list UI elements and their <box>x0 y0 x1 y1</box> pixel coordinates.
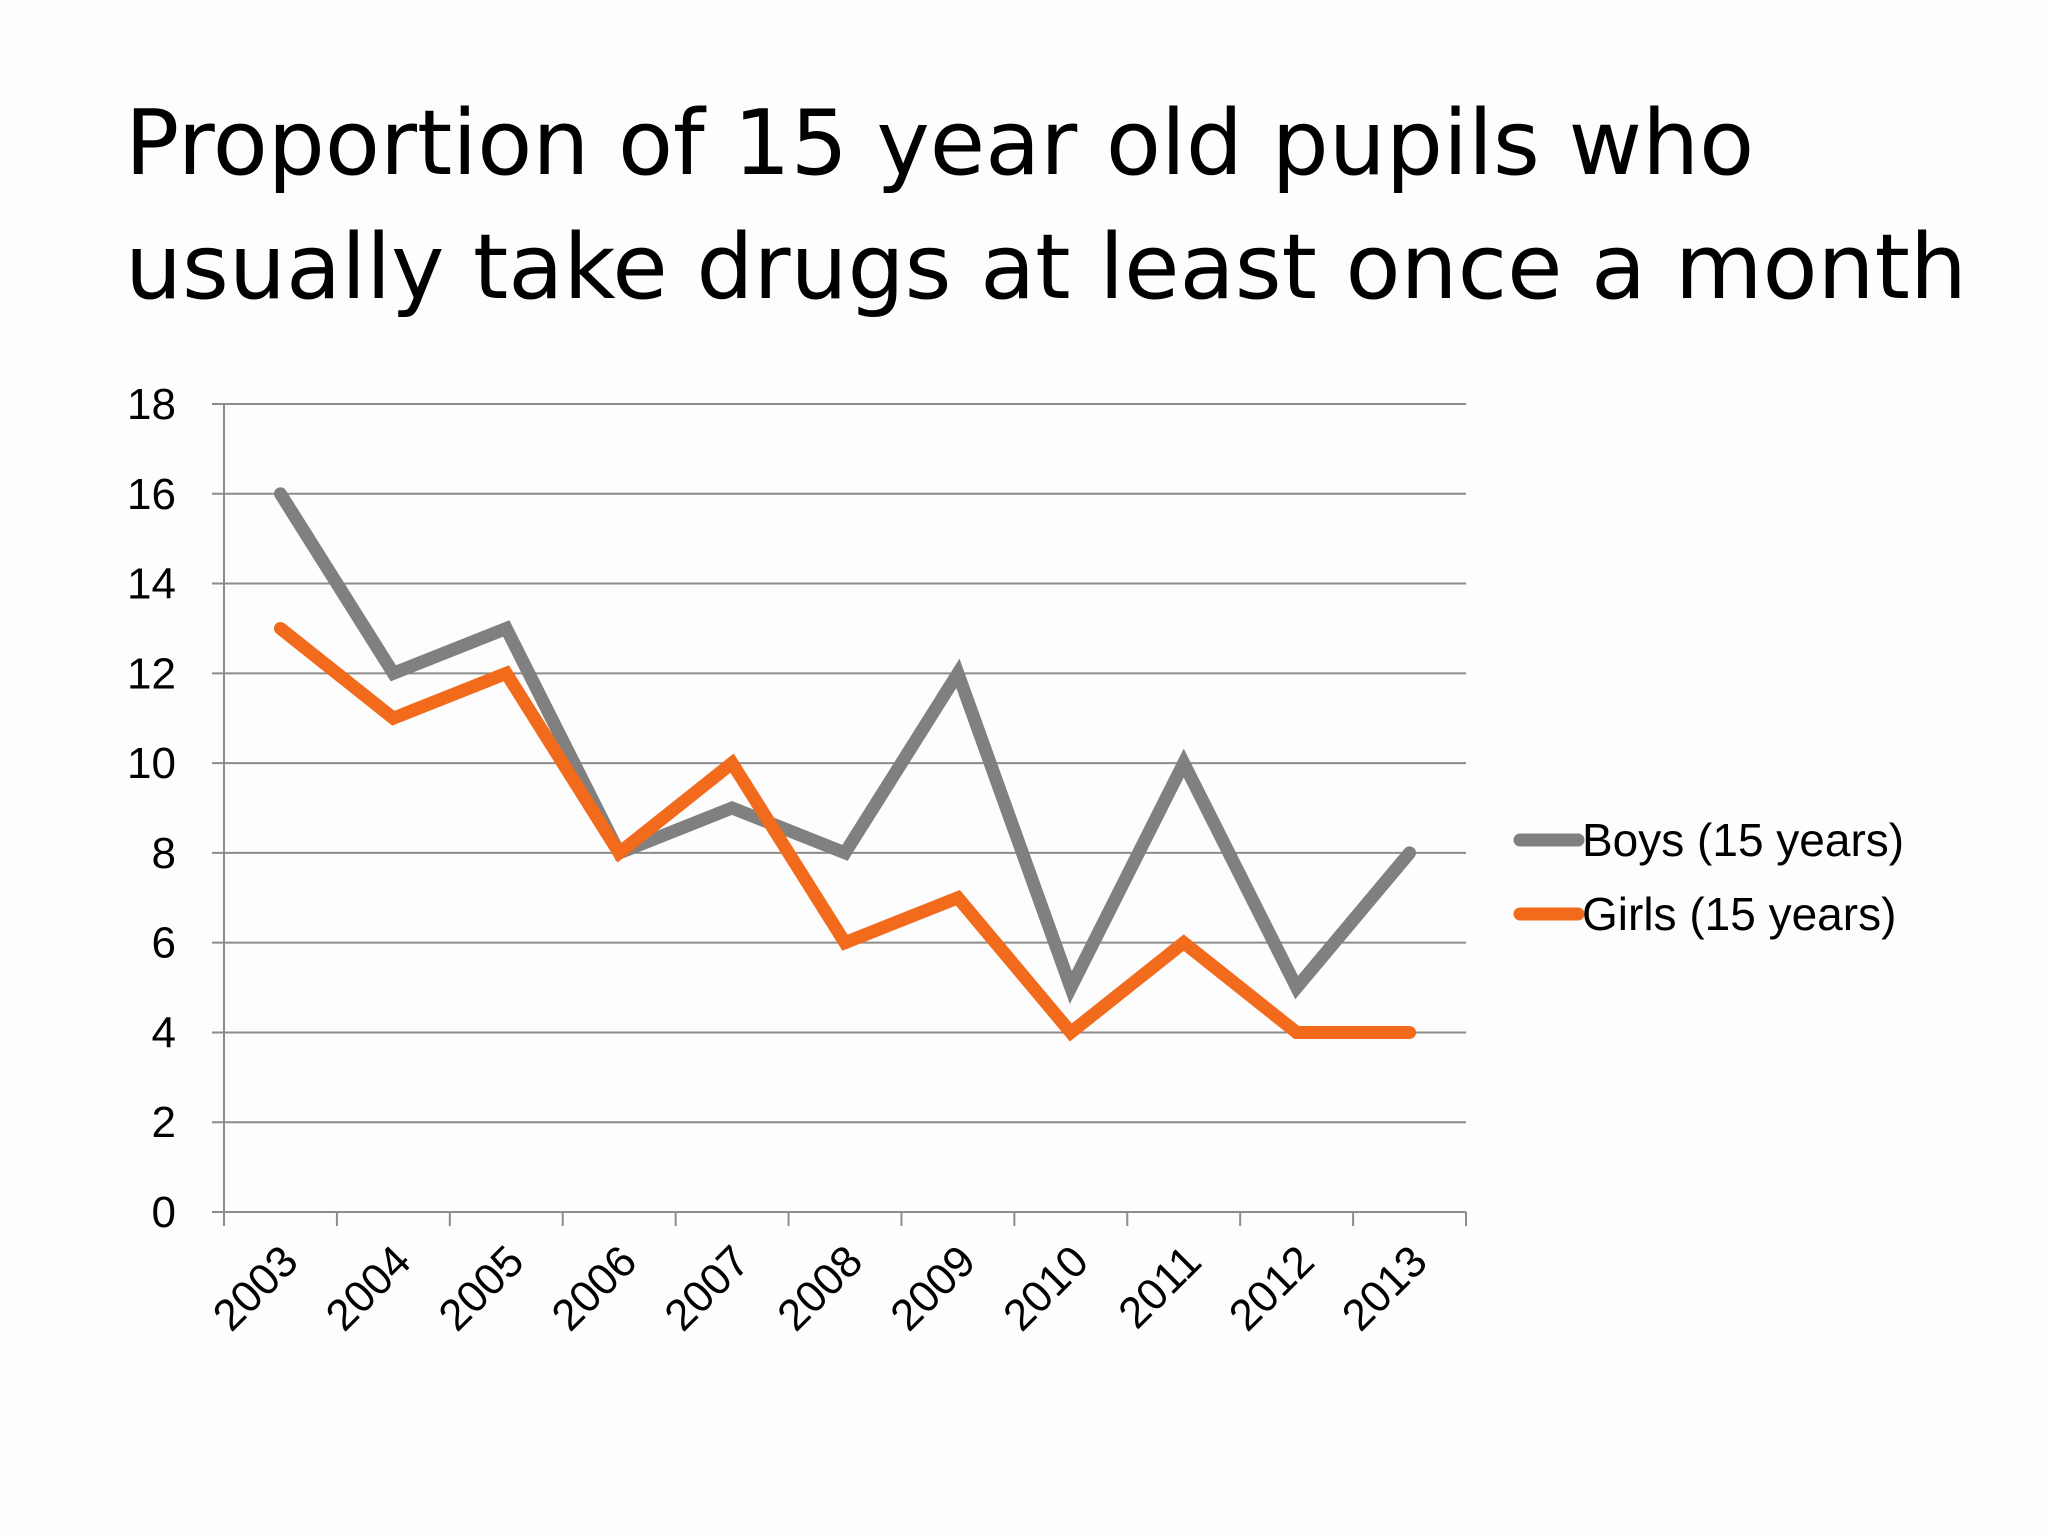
data-point <box>1069 1031 1072 1034</box>
data-point <box>1295 986 1298 989</box>
x-tick-label: 2012 <box>1220 1236 1324 1340</box>
title-line-1: Proportion of 15 year old pupils who <box>125 91 1755 196</box>
x-tick-label: 2003 <box>204 1236 308 1340</box>
title-line-2: usually take drugs at least once a month <box>125 215 1967 320</box>
data-point <box>844 851 846 854</box>
x-tick-label: 2007 <box>655 1236 759 1340</box>
y-tick-label: 16 <box>127 470 176 519</box>
data-point <box>956 896 959 899</box>
y-tick-label: 14 <box>127 560 176 609</box>
y-tick-label: 12 <box>127 649 176 698</box>
x-tick-label: 2004 <box>317 1236 421 1340</box>
data-point <box>1069 986 1072 989</box>
data-point <box>279 492 282 495</box>
chart-title: Proportion of 15 year old pupils who usu… <box>125 82 1975 330</box>
data-point <box>1408 851 1411 854</box>
data-point <box>1182 941 1185 944</box>
x-tick-label: 2013 <box>1333 1236 1437 1340</box>
legend-label: Boys (15 years) <box>1582 814 1904 866</box>
y-tick-label: 10 <box>127 739 176 788</box>
data-point <box>505 627 508 630</box>
y-tick-label: 0 <box>152 1188 176 1237</box>
series-line-boys <box>273 487 1417 1005</box>
x-axis-tick-labels: 2003 2004 2005 2006 2007 2008 2009 2010 2011 2012… <box>204 1236 1437 1340</box>
data-point <box>844 941 846 944</box>
y-tick-label: 8 <box>152 829 176 878</box>
x-tick-label: 2010 <box>994 1236 1098 1340</box>
axes <box>212 404 1467 1226</box>
data-point <box>731 807 734 809</box>
data-point <box>956 672 959 675</box>
data-point <box>618 851 621 854</box>
y-tick-label: 18 <box>127 380 176 429</box>
data-point <box>731 762 734 765</box>
data-point <box>505 672 508 675</box>
x-tick-label: 2006 <box>542 1236 646 1340</box>
data-point <box>1295 1031 1298 1034</box>
data-point <box>1182 762 1185 765</box>
y-tick-label: 2 <box>152 1098 176 1147</box>
x-tick-label: 2008 <box>768 1236 872 1340</box>
y-axis-tick-labels: 0 2 4 6 8 10 12 14 16 18 <box>127 380 176 1237</box>
data-point <box>392 672 395 675</box>
data-point <box>1408 1031 1411 1034</box>
data-point <box>392 717 395 720</box>
x-tick-label: 2011 <box>1109 1236 1211 1338</box>
y-tick-label: 6 <box>152 919 176 968</box>
series-lines <box>273 487 1417 1042</box>
data-point <box>279 627 282 630</box>
x-tick-label: 2005 <box>429 1236 533 1340</box>
x-tick-label: 2009 <box>881 1236 985 1340</box>
series-line-girls <box>273 621 1417 1042</box>
legend: Boys (15 years) Girls (15 years) <box>1513 814 1904 940</box>
y-tick-label: 4 <box>152 1008 176 1057</box>
legend-label: Girls (15 years) <box>1582 888 1896 940</box>
